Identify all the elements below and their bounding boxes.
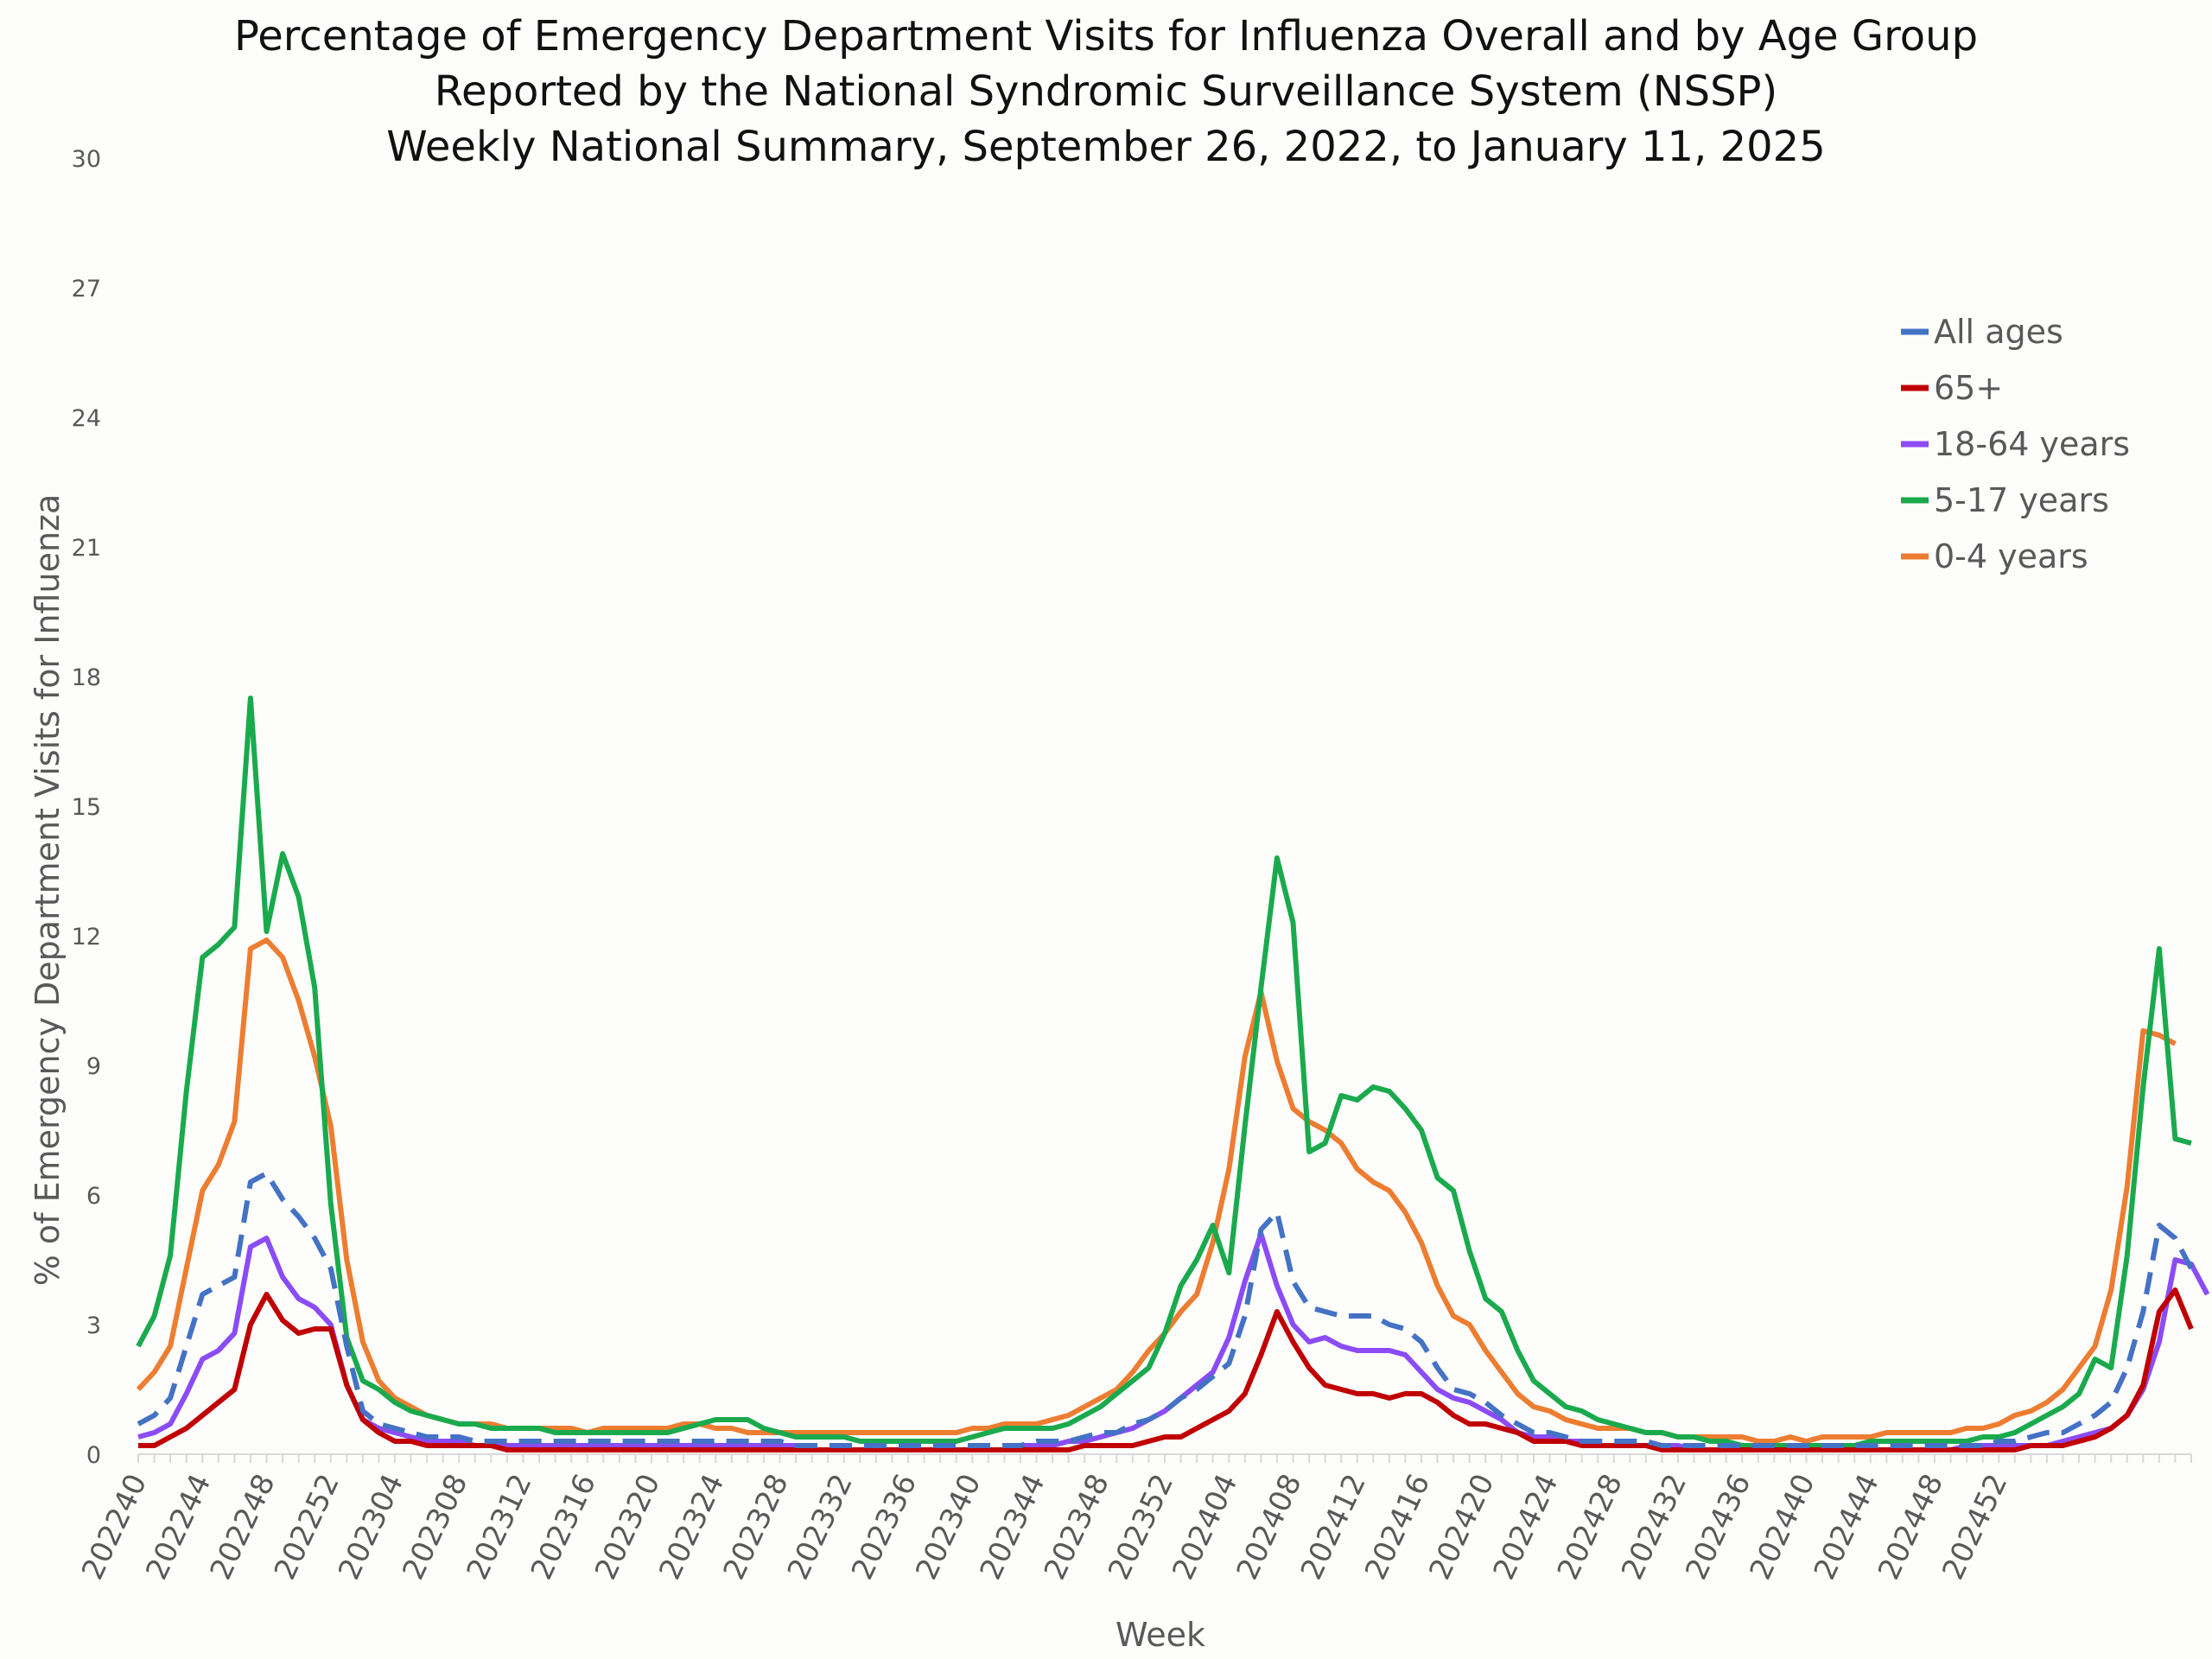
chart-title-line-2: Reported by the National Syndromic Surve… [435, 67, 1777, 116]
y-tick-label: 30 [72, 146, 101, 173]
series-line-0-4-years [136, 938, 2177, 1444]
y-tick-label: 27 [72, 276, 101, 302]
y-tick-label: 15 [72, 794, 101, 821]
x-axis-title: Week [1116, 1616, 1205, 1654]
series-line-18-64-years [137, 1231, 2210, 1452]
legend-label: 5-17 years [1934, 481, 2109, 519]
y-axis-title: % of Emergency Department Visits for Inf… [29, 494, 67, 1287]
y-tick-label: 24 [72, 405, 101, 432]
plot-area [136, 696, 2210, 1452]
legend-label: All ages [1934, 313, 2063, 351]
legend: All ages 65+ 18-64 years 5-17 years 0-4 year… [1901, 313, 2130, 575]
y-tick-label: 3 [86, 1313, 101, 1339]
y-tick-label: 9 [86, 1053, 101, 1080]
y-tick-label: 18 [72, 664, 101, 691]
y-tick-label: 6 [86, 1183, 101, 1210]
legend-label: 65+ [1934, 369, 2003, 407]
y-axis-ticks: 0 3 6 9 12 15 18 21 24 27 30 [72, 146, 101, 1469]
series-line-5-17-years [136, 696, 2192, 1448]
chart-title-line-3: Weekly National Summary, September 26, 2… [386, 123, 1826, 171]
series-line-65- [138, 1287, 2194, 1452]
y-tick-label: 0 [86, 1442, 101, 1469]
legend-label: 18-64 years [1934, 425, 2130, 463]
y-tick-label: 21 [72, 535, 101, 562]
chart-title-line-1: Percentage of Emergency Department Visit… [234, 12, 1978, 60]
y-tick-label: 12 [72, 924, 101, 950]
legend-label: 0-4 years [1934, 537, 2088, 575]
series-line-all-ages [137, 1171, 2194, 1448]
chart-title: Percentage of Emergency Department Visit… [234, 12, 1978, 171]
x-axis-ticks: 2022402022442022482022522023042023082023… [75, 1454, 2192, 1585]
